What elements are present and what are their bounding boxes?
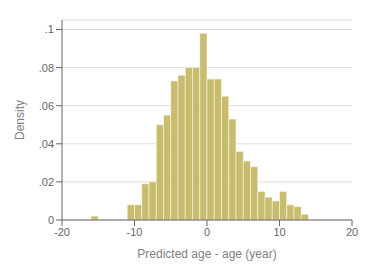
svg-text:Predicted age - age (year): Predicted age - age (year) xyxy=(137,247,276,261)
svg-text:-10: -10 xyxy=(127,226,143,238)
svg-text:.08: .08 xyxy=(39,62,54,74)
svg-text:0: 0 xyxy=(48,214,54,226)
svg-text:10: 10 xyxy=(273,226,285,238)
svg-text:Density: Density xyxy=(13,100,27,140)
svg-text:-20: -20 xyxy=(54,226,70,238)
svg-text:20: 20 xyxy=(346,226,358,238)
svg-text:.02: .02 xyxy=(39,176,54,188)
svg-text:0: 0 xyxy=(204,226,210,238)
svg-text:.04: .04 xyxy=(39,138,54,150)
svg-text:.1: .1 xyxy=(45,23,54,35)
svg-text:.06: .06 xyxy=(39,100,54,112)
